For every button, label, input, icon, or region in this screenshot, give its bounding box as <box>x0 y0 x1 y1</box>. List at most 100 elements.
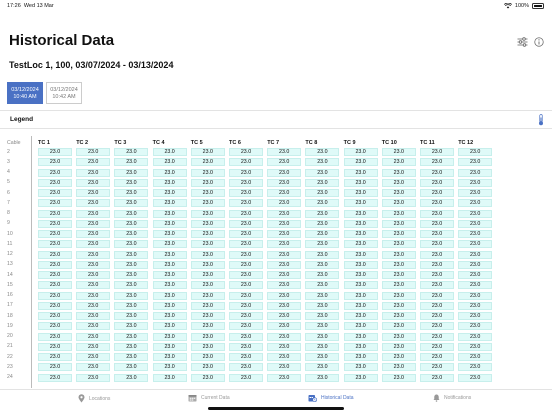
tab-historical-data[interactable]: Historical Data <box>308 394 354 402</box>
table-cell: 23.0 <box>152 281 187 290</box>
row-label: 8 <box>7 210 10 216</box>
table-cell: 23.0 <box>381 373 416 382</box>
table-cell: 23.0 <box>381 148 416 156</box>
table-cell: 23.0 <box>267 312 302 320</box>
table-cell: 23.0 <box>190 322 225 331</box>
table-cell: 23.0 <box>76 230 111 238</box>
table-cell: 23.0 <box>458 312 493 320</box>
table-cell: 23.0 <box>229 342 263 351</box>
thermometer-icon[interactable] <box>538 114 544 126</box>
table-cell: 23.0 <box>114 168 149 177</box>
table-cell: 23.0 <box>38 219 72 228</box>
table-cell: 23.0 <box>458 281 493 290</box>
table-cell: 23.0 <box>229 178 263 187</box>
table-cell: 23.0 <box>420 148 454 156</box>
table-cell: 23.0 <box>381 240 416 249</box>
table-cell: 23.0 <box>76 353 111 361</box>
row-label: 10 <box>7 230 13 237</box>
table-cell: 23.0 <box>267 281 302 290</box>
table-cell: 23.0 <box>458 168 493 177</box>
table-cell: 23.0 <box>305 271 340 279</box>
table-cell: 23.0 <box>114 209 149 218</box>
table-cell: 23.0 <box>152 250 187 259</box>
table-cell: 23.0 <box>267 189 302 197</box>
table-cell: 23.0 <box>381 342 416 351</box>
tab-notifications[interactable]: Notifications <box>433 394 471 402</box>
table-cell: 23.0 <box>76 168 111 177</box>
table-cell: 23.0 <box>114 342 149 351</box>
table-cell: 23.0 <box>305 322 340 331</box>
table-cell: 23.0 <box>229 199 263 208</box>
date-tab[interactable]: 03/12/2024 10:42 AM <box>46 82 82 104</box>
legend-bar[interactable]: Legend <box>0 110 552 129</box>
table-cell: 23.0 <box>305 312 340 320</box>
data-table[interactable]: Cable TC 1 TC 2 TC 3 TC 4 TC 5 TC 6 TC 7 TC 8 TC… <box>0 136 552 388</box>
table-cell: 23.0 <box>229 230 263 238</box>
table-cell: 23.0 <box>420 230 454 238</box>
table-cell: 23.0 <box>343 209 378 218</box>
table-cell: 23.0 <box>381 312 416 320</box>
table-cell: 23.0 <box>343 219 378 228</box>
table-cell: 23.0 <box>381 219 416 228</box>
table-cell: 23.0 <box>229 312 263 320</box>
row-label: 15 <box>7 281 13 288</box>
table-cell: 23.0 <box>114 353 149 361</box>
table-cell: 23.0 <box>381 332 416 341</box>
info-icon[interactable] <box>534 37 544 47</box>
table-cell: 23.0 <box>76 312 111 320</box>
table-cell: 23.0 <box>76 158 111 167</box>
column-header: TC 11 <box>420 140 435 146</box>
table-cell: 23.0 <box>305 332 340 341</box>
table-cell: 23.0 <box>267 363 302 372</box>
location-date-range: TestLoc 1, 100, 03/07/2024 - 03/13/2024 <box>9 60 174 70</box>
table-cell: 23.0 <box>381 209 416 218</box>
filter-sliders-icon[interactable] <box>517 37 528 47</box>
table-cell: 23.0 <box>458 353 493 361</box>
header-actions <box>517 37 544 47</box>
table-cell: 23.0 <box>76 189 111 197</box>
table-cell: 23.0 <box>38 373 72 382</box>
table-cell: 23.0 <box>152 271 187 279</box>
table-cell: 23.0 <box>114 322 149 331</box>
tab-current-data[interactable]: Current Data <box>188 394 230 402</box>
table-cell: 23.0 <box>38 260 72 269</box>
row-label: 2 <box>7 148 10 155</box>
date-tab[interactable]: 03/12/2024 10:40 AM <box>7 82 43 104</box>
column-header: TC 8 <box>305 140 318 146</box>
table-cell: 23.0 <box>114 189 149 197</box>
table-cell: 23.0 <box>152 260 187 269</box>
table-cell: 23.0 <box>152 168 187 177</box>
table-cell: 23.0 <box>76 301 111 310</box>
table-cell: 23.0 <box>76 271 111 279</box>
table-cell: 23.0 <box>114 373 149 382</box>
table-cell: 23.0 <box>305 230 340 238</box>
table-cell: 23.0 <box>381 301 416 310</box>
table-cell: 23.0 <box>38 291 72 300</box>
table-cell: 23.0 <box>267 332 302 341</box>
table-cell: 23.0 <box>38 158 72 167</box>
table-cell: 23.0 <box>229 301 263 310</box>
status-time: 17:26 Wed 13 Mar <box>7 3 54 9</box>
table-cell: 23.0 <box>305 240 340 249</box>
table-cell: 23.0 <box>152 240 187 249</box>
table-cell: 23.0 <box>114 199 149 208</box>
table-cell: 23.0 <box>267 148 302 156</box>
table-cell: 23.0 <box>76 260 111 269</box>
table-cell: 23.0 <box>458 271 493 279</box>
table-cell: 23.0 <box>76 148 111 156</box>
table-cell: 23.0 <box>305 281 340 290</box>
table-cell: 23.0 <box>229 353 263 361</box>
table-cell: 23.0 <box>38 342 72 351</box>
table-cell: 23.0 <box>420 281 454 290</box>
table-cell: 23.0 <box>305 158 340 167</box>
table-cell: 23.0 <box>76 199 111 208</box>
table-cell: 23.0 <box>190 312 225 320</box>
table-cell: 23.0 <box>152 199 187 208</box>
column-header: TC 4 <box>152 140 165 146</box>
table-cell: 23.0 <box>305 250 340 259</box>
table-cell: 23.0 <box>458 189 493 197</box>
table-cell: 23.0 <box>343 240 378 249</box>
table-cell: 23.0 <box>190 301 225 310</box>
table-cell: 23.0 <box>343 312 378 320</box>
tab-locations[interactable]: Locations <box>78 394 110 403</box>
